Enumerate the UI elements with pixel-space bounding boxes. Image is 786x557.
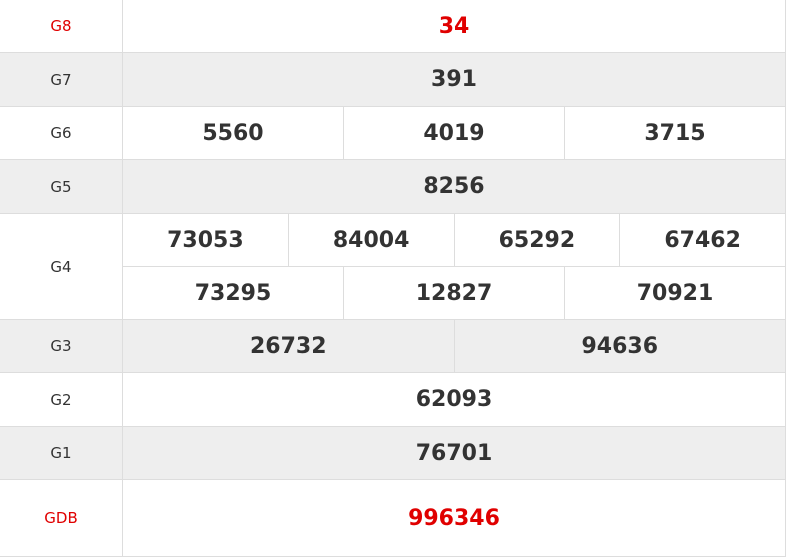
prize-number: 62093: [415, 387, 493, 412]
prize-label: G4: [0, 214, 123, 319]
prize-number: 8256: [423, 174, 485, 199]
prize-values: 996346: [123, 480, 785, 556]
prize-values: 34: [123, 0, 785, 52]
prize-row-gdb: GDB 996346: [0, 480, 785, 557]
prize-values: 73053 84004 65292 67462 73295 12827 70921: [123, 214, 785, 319]
prize-row-g2: G2 62093: [0, 373, 785, 427]
prize-label: G7: [0, 53, 123, 106]
prize-number: 34: [438, 13, 470, 39]
prize-values-line: 76701: [123, 427, 785, 479]
prize-number: 996346: [408, 505, 500, 531]
prize-values-line: 996346: [123, 480, 785, 556]
prize-number: 73295: [194, 280, 272, 306]
prize-number: 3715: [564, 107, 785, 159]
prize-number: 12827: [343, 267, 564, 319]
prize-row-g4: G4 73053 84004 65292 67462 73295 12827 70921: [0, 214, 785, 320]
prize-label: G8: [0, 0, 123, 52]
prize-row-g3: G3 26732 94636: [0, 320, 785, 373]
prize-label: G3: [0, 320, 123, 372]
prize-row-g6: G6 5560 4019 3715: [0, 107, 785, 160]
prize-values: 62093: [123, 373, 785, 426]
prize-row-g1: G1 76701: [0, 427, 785, 480]
prize-row-g7: G7 391: [0, 53, 785, 107]
prize-number: 391: [431, 67, 477, 92]
prize-values-line: 62093: [123, 373, 785, 426]
prize-number: 4019: [343, 107, 564, 159]
prize-values: 5560 4019 3715: [123, 107, 785, 159]
prize-number: 70921: [564, 267, 785, 319]
prize-number: 26732: [249, 333, 327, 359]
prize-values-line: 8256: [123, 160, 785, 213]
prize-number: 67462: [619, 214, 785, 266]
prize-values-line: 5560 4019 3715: [123, 107, 785, 159]
prize-values-line: 34: [123, 0, 785, 52]
prize-row-g8: G8 34: [0, 0, 785, 53]
prize-values-line: 391: [123, 53, 785, 106]
prize-values: 391: [123, 53, 785, 106]
prize-values-line: 26732 94636: [123, 320, 785, 372]
prize-label: G1: [0, 427, 123, 479]
prize-label: G6: [0, 107, 123, 159]
prize-number: 76701: [415, 440, 493, 466]
prize-label: G2: [0, 373, 123, 426]
prize-values: 26732 94636: [123, 320, 785, 372]
prize-values: 76701: [123, 427, 785, 479]
prize-label: GDB: [0, 480, 123, 556]
prize-label: G5: [0, 160, 123, 213]
prize-number: 5560: [202, 120, 264, 146]
prize-values-line: 73295 12827 70921: [123, 266, 785, 319]
prize-number: 73053: [167, 227, 244, 253]
prize-number: 94636: [453, 320, 786, 372]
prize-row-g5: G5 8256: [0, 160, 785, 214]
prize-values: 8256: [123, 160, 785, 213]
prize-values-line: 73053 84004 65292 67462: [123, 214, 785, 266]
prize-number: 84004: [287, 214, 454, 266]
prize-number: 65292: [453, 214, 620, 266]
